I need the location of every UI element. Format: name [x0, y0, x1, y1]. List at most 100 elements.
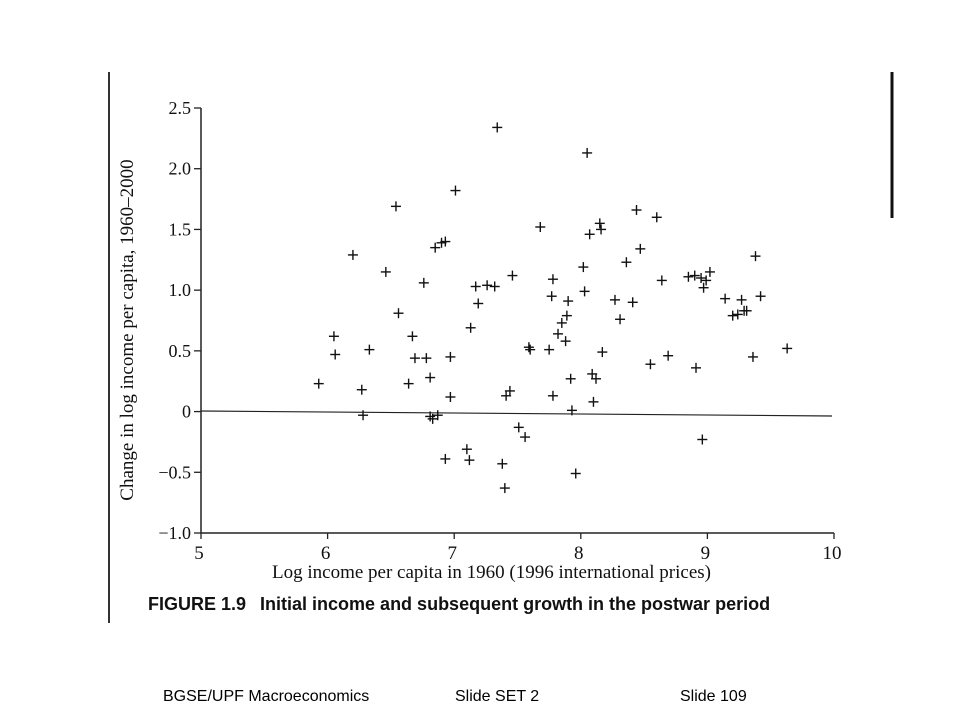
data-point	[507, 270, 518, 281]
data-point	[696, 273, 707, 283]
data-point	[470, 281, 481, 292]
data-point	[450, 185, 461, 196]
data-point	[418, 277, 429, 288]
y-tick-label: −1.0	[158, 523, 191, 543]
data-point	[635, 243, 646, 254]
data-point	[750, 251, 761, 262]
data-point	[328, 331, 339, 342]
y-tick-label: −0.5	[158, 462, 191, 482]
x-tick-label: 6	[321, 543, 331, 564]
data-point	[701, 275, 712, 286]
data-point	[736, 294, 747, 305]
data-point	[588, 396, 599, 407]
data-point	[489, 281, 500, 292]
data-point	[440, 453, 451, 464]
x-tick-label: 8	[574, 543, 584, 564]
data-point	[499, 483, 510, 494]
x-axis-label: Log income per capita in 1960 (1996 inte…	[272, 562, 711, 583]
data-point	[432, 410, 443, 421]
figure-caption: FIGURE 1.9 Initial income and subsequent …	[148, 594, 770, 615]
data-point	[547, 274, 558, 285]
data-point	[631, 205, 642, 215]
data-point	[347, 249, 358, 260]
data-point	[582, 147, 593, 158]
data-point	[615, 314, 626, 325]
data-point	[782, 343, 793, 354]
data-point	[547, 390, 558, 401]
footer-slide-set: Slide SET 2	[455, 688, 540, 705]
data-point	[741, 305, 752, 316]
data-point	[732, 309, 743, 320]
y-axis-label: Change in log income per capita, 1960–20…	[117, 159, 138, 501]
data-point	[445, 351, 456, 362]
data-point	[609, 294, 620, 305]
data-point	[482, 280, 493, 291]
data-point	[425, 411, 436, 422]
data-point	[560, 336, 571, 347]
data-point	[590, 373, 601, 384]
data-point	[440, 236, 451, 247]
figure-caption-text: Initial income and subsequent growth in …	[260, 594, 771, 614]
data-point	[584, 229, 595, 240]
y-tick-label: 1.5	[169, 219, 192, 239]
data-point	[356, 384, 367, 395]
data-point	[727, 310, 738, 321]
data-point	[390, 201, 401, 212]
data-point	[578, 262, 589, 273]
data-point	[651, 212, 662, 223]
data-point	[492, 122, 503, 133]
data-point	[535, 222, 546, 232]
data-point	[561, 310, 572, 321]
y-tick-label: 2.5	[169, 98, 192, 118]
data-point	[409, 353, 420, 364]
y-tick-label: 2.0	[169, 159, 192, 179]
data-point	[380, 266, 391, 277]
data-point	[627, 297, 638, 308]
data-point	[445, 392, 456, 402]
data-point	[645, 359, 656, 370]
data-point	[513, 422, 524, 433]
x-tick-label: 5	[194, 543, 204, 564]
data-point	[755, 291, 766, 302]
data-point	[393, 308, 404, 319]
data-point	[313, 378, 324, 389]
data-point	[720, 293, 731, 304]
data-point	[594, 218, 605, 229]
data-point	[566, 405, 577, 416]
data-point	[425, 372, 436, 383]
data-point	[565, 373, 576, 384]
data-point	[407, 331, 418, 342]
data-point	[698, 282, 709, 293]
figure-number: FIGURE 1.9	[148, 594, 247, 614]
data-point	[697, 434, 708, 445]
data-point	[747, 351, 758, 362]
data-point	[596, 224, 607, 235]
data-point	[525, 344, 536, 355]
footer-course: BGSE/UPF Macroeconomics	[163, 688, 370, 705]
data-point	[421, 353, 432, 364]
data-point	[553, 328, 564, 339]
data-point	[621, 257, 632, 268]
x-tick-label: 7	[447, 543, 457, 564]
data-point	[504, 385, 515, 396]
data-point	[544, 344, 555, 355]
data-point	[656, 275, 667, 286]
data-point	[461, 444, 472, 455]
data-point	[683, 271, 694, 282]
data-point	[563, 296, 574, 307]
x-tick-label: 10	[823, 543, 842, 564]
data-point	[497, 458, 508, 469]
x-tick-label: 9	[701, 543, 711, 564]
footer-slide-number: Slide 109	[680, 688, 747, 705]
data-point	[523, 342, 534, 353]
data-point	[689, 270, 700, 281]
data-point	[330, 349, 341, 360]
data-point	[403, 378, 414, 389]
zero-reference-line	[200, 410, 833, 417]
data-point	[691, 362, 702, 373]
data-point	[597, 347, 608, 358]
y-tick-label: 0.5	[169, 341, 192, 361]
data-point	[663, 350, 674, 361]
data-point	[579, 286, 590, 297]
data-point	[358, 410, 369, 421]
